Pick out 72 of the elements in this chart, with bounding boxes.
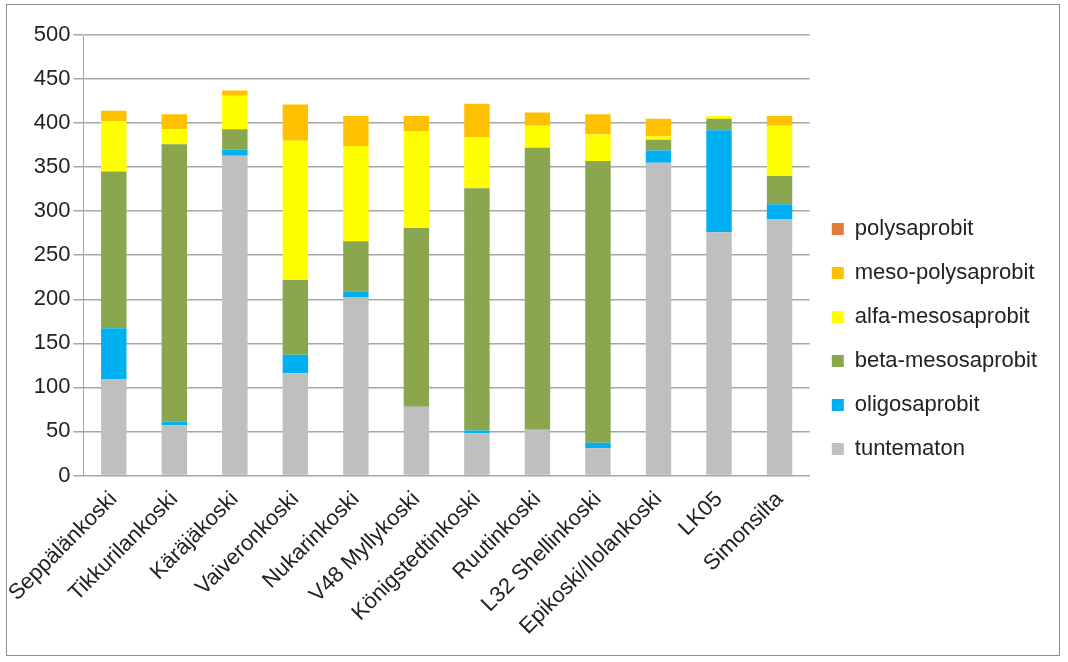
bar [343, 241, 369, 292]
bar [585, 114, 611, 135]
bar [403, 227, 430, 407]
bar [403, 406, 430, 475]
bar [524, 112, 551, 126]
bar [343, 145, 369, 242]
bar [706, 232, 732, 475]
bar [766, 204, 793, 220]
bar [464, 137, 490, 189]
bar [524, 125, 551, 148]
y-tick-label: 500 [33, 21, 71, 47]
bar [766, 125, 793, 176]
legend-label: meso-polysaprobit [854, 259, 1035, 285]
bar [161, 129, 188, 145]
y-tick-label: 150 [33, 329, 71, 355]
bar [706, 118, 732, 131]
bar [343, 291, 369, 298]
bar [464, 433, 490, 475]
bar [585, 160, 611, 443]
bar [706, 130, 732, 233]
y-tick-label: 0 [58, 461, 71, 487]
y-tick-label: 450 [33, 65, 71, 91]
bar [222, 129, 248, 150]
bar [585, 448, 611, 475]
bar [524, 147, 551, 430]
bar [766, 175, 793, 205]
bar [464, 188, 490, 431]
bar [282, 373, 309, 475]
y-tick-label: 350 [33, 153, 71, 179]
bar [222, 155, 248, 475]
bar [282, 279, 309, 355]
bar [101, 121, 127, 172]
bar [282, 140, 309, 280]
legend-label: beta-mesosaprobit [854, 347, 1038, 373]
y-tick-label: 200 [33, 285, 71, 311]
bar [161, 425, 188, 475]
y-tick-label: 250 [33, 241, 71, 267]
legend-label: alfa-mesosaprobit [854, 303, 1030, 329]
bar [464, 103, 490, 138]
bar [645, 162, 672, 475]
bar [161, 144, 188, 422]
bar [706, 116, 732, 119]
bar [645, 136, 672, 140]
bar [222, 95, 248, 130]
legend-label: tuntematon [854, 435, 965, 461]
bar [343, 297, 369, 475]
bar [766, 116, 793, 126]
bar [343, 116, 369, 146]
bar [645, 139, 672, 151]
y-tick-label: 100 [33, 373, 71, 399]
bar [222, 149, 248, 156]
y-tick-label: 400 [33, 109, 71, 135]
bar [101, 171, 127, 329]
bar [524, 429, 551, 475]
bar [645, 150, 672, 163]
bar [101, 110, 127, 122]
bar [403, 131, 430, 228]
bar [766, 219, 793, 475]
bar [101, 328, 127, 380]
bar [403, 116, 430, 132]
y-tick-label: 300 [33, 197, 71, 223]
bar [222, 90, 248, 96]
bar [282, 104, 309, 141]
legend-label: polysaprobit [854, 215, 974, 241]
bar [161, 114, 188, 130]
bar [585, 134, 611, 161]
bar [101, 379, 127, 475]
bar [585, 442, 611, 449]
bar [645, 118, 672, 137]
y-tick-label: 50 [46, 417, 71, 443]
bar [282, 354, 309, 374]
legend-label: oligosaprobit [854, 391, 980, 417]
